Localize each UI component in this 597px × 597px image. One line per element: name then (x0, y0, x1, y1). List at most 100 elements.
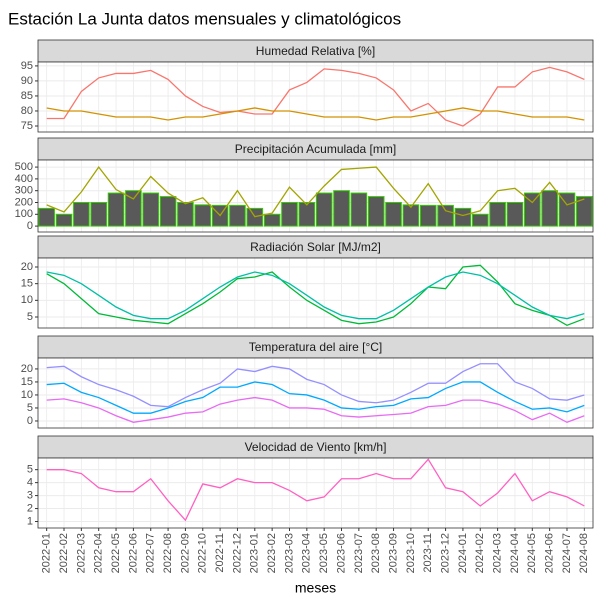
y-tick-label: 400 (15, 173, 33, 185)
x-tick-label: 2023-06 (335, 533, 347, 573)
x-tick-label: 2023-07 (353, 533, 365, 573)
bar (437, 204, 454, 227)
bar (281, 201, 298, 227)
x-tick-label: 2023-01 (249, 533, 261, 573)
line (46, 271, 585, 320)
panel-title: Precipitación Acumulada [mm] (235, 142, 396, 156)
x-tick-label: 2022-03 (75, 533, 87, 573)
x-tick-label: 2022-07 (145, 533, 157, 573)
y-tick-label: 200 (15, 196, 33, 208)
x-tick-label: 2022-12 (231, 533, 243, 573)
y-tick-label: 20 (21, 363, 33, 375)
y-tick-label: 80 (21, 105, 33, 117)
panel-title: Humedad Relativa [%] (256, 44, 375, 58)
panel (38, 458, 593, 528)
bar (315, 192, 333, 227)
bar (298, 201, 316, 227)
line (46, 264, 585, 327)
chart-title: Estación La Junta datos mensuales y clim… (8, 9, 401, 28)
x-tick-label: 2022-02 (58, 533, 70, 573)
bar (73, 201, 90, 227)
x-tick-label: 2023-12 (439, 533, 451, 573)
y-tick-label: 90 (21, 75, 33, 87)
y-tick-label: 4 (27, 477, 33, 489)
panel (38, 358, 593, 428)
y-tick-label: 85 (21, 90, 33, 102)
y-tick-label: 5 (27, 464, 33, 476)
panel-title: Temperatura del aire [°C] (249, 340, 383, 354)
x-tick-label: 2024-08 (578, 533, 590, 573)
y-tick-label: 95 (21, 60, 33, 72)
panel-border (37, 457, 594, 529)
line (46, 396, 585, 423)
panel-border (37, 257, 594, 329)
bar (489, 201, 506, 227)
panel-title: Velocidad de Viento [km/h] (245, 440, 387, 454)
y-tick-label: 300 (15, 185, 33, 197)
line (46, 107, 585, 121)
bar (454, 207, 472, 227)
bar (350, 192, 368, 227)
y-tick-label: 2 (27, 502, 33, 514)
panel-border (37, 61, 594, 133)
x-tick-label: 2022-05 (110, 533, 122, 573)
bar (367, 196, 385, 227)
x-tick-label: 2023-03 (283, 533, 295, 573)
y-tick-label: 10 (21, 294, 33, 306)
bar (333, 190, 350, 227)
x-tick-label: 2022-01 (41, 533, 53, 573)
x-tick-label: 2023-02 (266, 533, 278, 573)
bar (194, 204, 212, 227)
bar (541, 190, 558, 227)
x-tick-label: 2023-09 (387, 533, 399, 573)
bar (142, 192, 160, 227)
x-tick-label: 2024-01 (457, 533, 469, 573)
bar (506, 201, 524, 227)
y-tick-label: 100 (15, 208, 33, 220)
y-tick-label: 5 (27, 402, 33, 414)
x-tick-label: 2023-04 (301, 533, 313, 573)
y-tick-label: 0 (27, 415, 33, 427)
x-tick-label: 2024-05 (526, 533, 538, 573)
x-tick-label: 2023-10 (405, 533, 417, 573)
x-tick-label: 2024-03 (492, 533, 504, 573)
x-tick-label: 2022-06 (127, 533, 139, 573)
panel (38, 62, 593, 132)
x-tick-label: 2022-11 (214, 533, 226, 573)
x-axis-label: meses (295, 580, 336, 596)
bar (90, 201, 108, 227)
x-tick-label: 2022-09 (179, 533, 191, 573)
panel-title: Radiación Solar [MJ/m2] (250, 240, 381, 254)
bar (159, 196, 177, 227)
bar (107, 192, 125, 227)
y-tick-label: 3 (27, 489, 33, 501)
bar (177, 201, 194, 227)
bar (576, 196, 593, 227)
panel-border (37, 159, 594, 233)
bar (419, 204, 437, 227)
bar (523, 192, 541, 227)
panel-border (37, 357, 594, 429)
panel (38, 258, 593, 328)
x-tick-label: 2023-08 (370, 533, 382, 573)
x-tick-label: 2022-10 (197, 533, 209, 573)
y-tick-label: 0 (27, 220, 33, 232)
x-tick-label: 2024-04 (509, 533, 521, 573)
line (46, 363, 585, 408)
bar (471, 213, 489, 227)
x-tick-label: 2024-06 (544, 533, 556, 573)
bar (229, 204, 246, 227)
y-tick-label: 75 (21, 120, 33, 132)
bar (558, 192, 576, 227)
y-tick-label: 5 (27, 311, 33, 323)
bar (55, 213, 73, 227)
y-tick-label: 500 (15, 161, 33, 173)
x-tick-label: 2024-07 (561, 533, 573, 573)
x-tick-label: 2022-08 (162, 533, 174, 573)
x-tick-label: 2022-04 (93, 533, 105, 573)
bar (125, 190, 142, 227)
y-tick-label: 15 (21, 376, 33, 388)
y-tick-label: 20 (21, 261, 33, 273)
